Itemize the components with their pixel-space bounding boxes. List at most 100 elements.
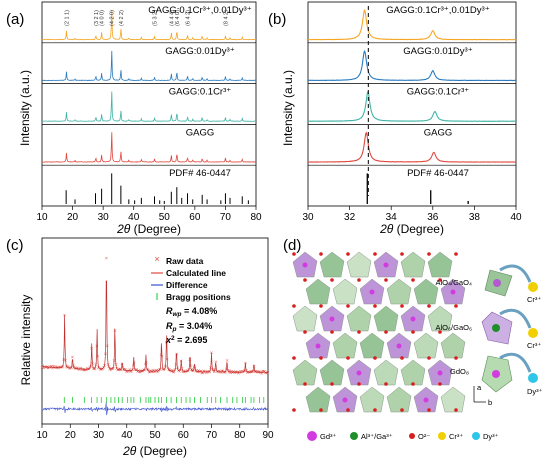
o-atom-32 [454, 356, 458, 360]
legend-raw-data-marker: × [154, 254, 159, 264]
o-atom-6 [454, 252, 458, 256]
gd-atom-3 [383, 262, 389, 268]
panel-a-label: (a) [6, 11, 24, 28]
legend-gd-label: Gd³⁺ [320, 432, 337, 441]
polyhedron-25 [319, 359, 345, 386]
panel-b-traces: GAGG:0.1Cr³⁺,0.01Dy³⁺ GAGG:0.01Dy³⁺ GAGG:0… [307, 5, 517, 204]
polyhedron-7 [332, 278, 358, 305]
panel-a-trace-3 [41, 132, 257, 163]
legend-bragg-positions: Bragg positions [156, 292, 231, 302]
legend-raw-data-label: Raw data [166, 256, 204, 266]
panel-a-hkl-0: (2 1 1) [64, 10, 70, 26]
panel-a-trace-0 [41, 9, 257, 41]
o-atom-37 [411, 382, 415, 386]
panel-a-hkl-7: (6 4 0) [175, 10, 181, 26]
panel-b-trace-2 [307, 90, 516, 122]
stat-rwp: Rwp = 4.08% [166, 306, 217, 318]
panel-b-trace-label-1: GAGG:0.01Dy³⁺ [403, 46, 472, 57]
site-alo4: AlO₄/GaO₄ Cr³⁺ [435, 264, 541, 304]
panel-c-tick-label-0: 10 [36, 430, 48, 441]
o-atom-20 [303, 330, 307, 334]
panel-c-stats: Rwp = 4.08% Rp = 3.04% x2 = 2.695 [165, 306, 217, 345]
raw-point-252 [259, 370, 263, 374]
panel-a: (a) Intensity (a.u.) GAGG:0.1Cr³⁺,0.01Dy… [6, 1, 262, 236]
gd-atom-34 [423, 397, 429, 403]
panel-a-tick-label-4: 50 [159, 212, 171, 223]
o-atom-0 [292, 252, 296, 256]
panel-a-tick-label-3: 40 [128, 212, 140, 223]
legend-calculated-line: Calculated line [151, 268, 226, 278]
o-atom-42 [373, 408, 377, 412]
panel-a-trace-label-3: GAGG [186, 127, 215, 138]
panel-b-trace-label-0: GAGG:0.1Cr³⁺,0.01Dy³⁺ [386, 5, 489, 16]
panel-a-xlabel-symbol: 2θ [116, 222, 131, 236]
panel-a-xlabel: 2θ (Degree) [116, 222, 181, 236]
o-atom-45 [454, 408, 458, 412]
site-alo4-label: AlO₄/GaO₄ [435, 278, 472, 287]
polyhedron-4 [400, 251, 426, 278]
o-atom-1 [319, 252, 323, 256]
legend-al-ga-swatch [350, 432, 358, 440]
legend-difference: Difference [151, 280, 208, 290]
panel-b-ylabel: Intensity (a.u.) [281, 70, 295, 146]
polyhedron-27 [373, 359, 399, 386]
panel-b-trace-1 [307, 50, 517, 82]
panel-a-hkl-3: (4 2 0) [110, 10, 116, 26]
o-atom-38 [438, 382, 442, 386]
panel-b-xlabel: 2θ (Degree) [379, 222, 444, 236]
site-alo6-dopant-label: Cr³⁺ [527, 341, 541, 350]
gd-atom-8 [369, 289, 375, 295]
stat-x2: x2 = 2.695 [165, 335, 207, 345]
o-atom-39 [292, 408, 296, 412]
site-gdo8: GdO₈ Dy³⁺ [450, 352, 543, 396]
gd-atom-11 [450, 289, 456, 295]
panel-a-trace-label-2: GAGG:0.1Cr³⁺ [169, 87, 232, 98]
legend-gd-swatch [307, 431, 317, 441]
panel-a-hkl-1: (3 2 1) [94, 10, 100, 26]
panel-a-x-ticks: 10 20 30 40 50 60 70 80 [36, 206, 262, 223]
gd-atom-31 [342, 397, 348, 403]
polyhedron-23 [440, 332, 466, 359]
panel-a-hkl-9: (8 4 2) [223, 10, 229, 26]
panel-b-ref-label: PDF# 46-0447 [407, 168, 469, 179]
o-atom-9 [357, 278, 361, 282]
o-atom-40 [319, 408, 323, 412]
o-atom-16 [373, 304, 377, 308]
raw-point-201 [215, 369, 219, 373]
legend-calculated-line-label: Calculated line [166, 268, 226, 278]
panel-c-difference [41, 402, 269, 416]
polyhedron-1 [319, 251, 345, 278]
raw-point-82 [111, 366, 115, 370]
o-atom-17 [400, 304, 404, 308]
axis-a-label: a [477, 383, 482, 392]
panel-d: (d) AlO₄/GaO₄ Cr³⁺ AlO₆/GaO₆ Cr³⁺ GdO₈ D… [283, 237, 543, 441]
site-alo6-arrow [499, 308, 532, 329]
panel-a-ylabel: Intensity (a.u.) [18, 70, 32, 146]
panel-c-ylabel: Relative intensity [19, 295, 33, 386]
o-atom-35 [357, 382, 361, 386]
gd-atom-18 [315, 343, 321, 349]
site-alo6-dopant [528, 328, 538, 338]
panel-a-tick-label-2: 30 [98, 212, 110, 223]
panel-b-xlabel-symbol: 2θ [379, 222, 394, 236]
panel-a-tick-label-1: 20 [67, 212, 79, 223]
panel-a-hkl-4: (4 2 2) [119, 10, 125, 26]
o-atom-25 [438, 330, 442, 334]
panel-b-tick-label-4: 38 [469, 212, 481, 223]
raw-point-211 [224, 370, 227, 374]
legend-cr-swatch [438, 432, 446, 440]
legend-dy-label: Dy³⁺ [483, 432, 499, 441]
o-atom-24 [411, 330, 415, 334]
panel-b-trace-label-2: GAGG:0.1Cr³⁺ [407, 87, 470, 98]
panel-a-tick-label-0: 10 [36, 212, 48, 223]
panel-c-tick-label-5: 60 [178, 430, 190, 441]
polyhedron-24 [292, 359, 318, 386]
panel-b-label: (b) [268, 11, 286, 28]
polyhedron-14 [346, 305, 372, 332]
panel-d-legend: Gd³⁺ Al³⁺/Ga³⁺ O²⁻ Cr³⁺ Dy³⁺ [307, 431, 499, 441]
o-atom-31 [427, 356, 431, 360]
raw-point-213 [225, 359, 229, 362]
polyhedron-12 [292, 305, 318, 332]
polyhedron-6 [305, 278, 331, 305]
